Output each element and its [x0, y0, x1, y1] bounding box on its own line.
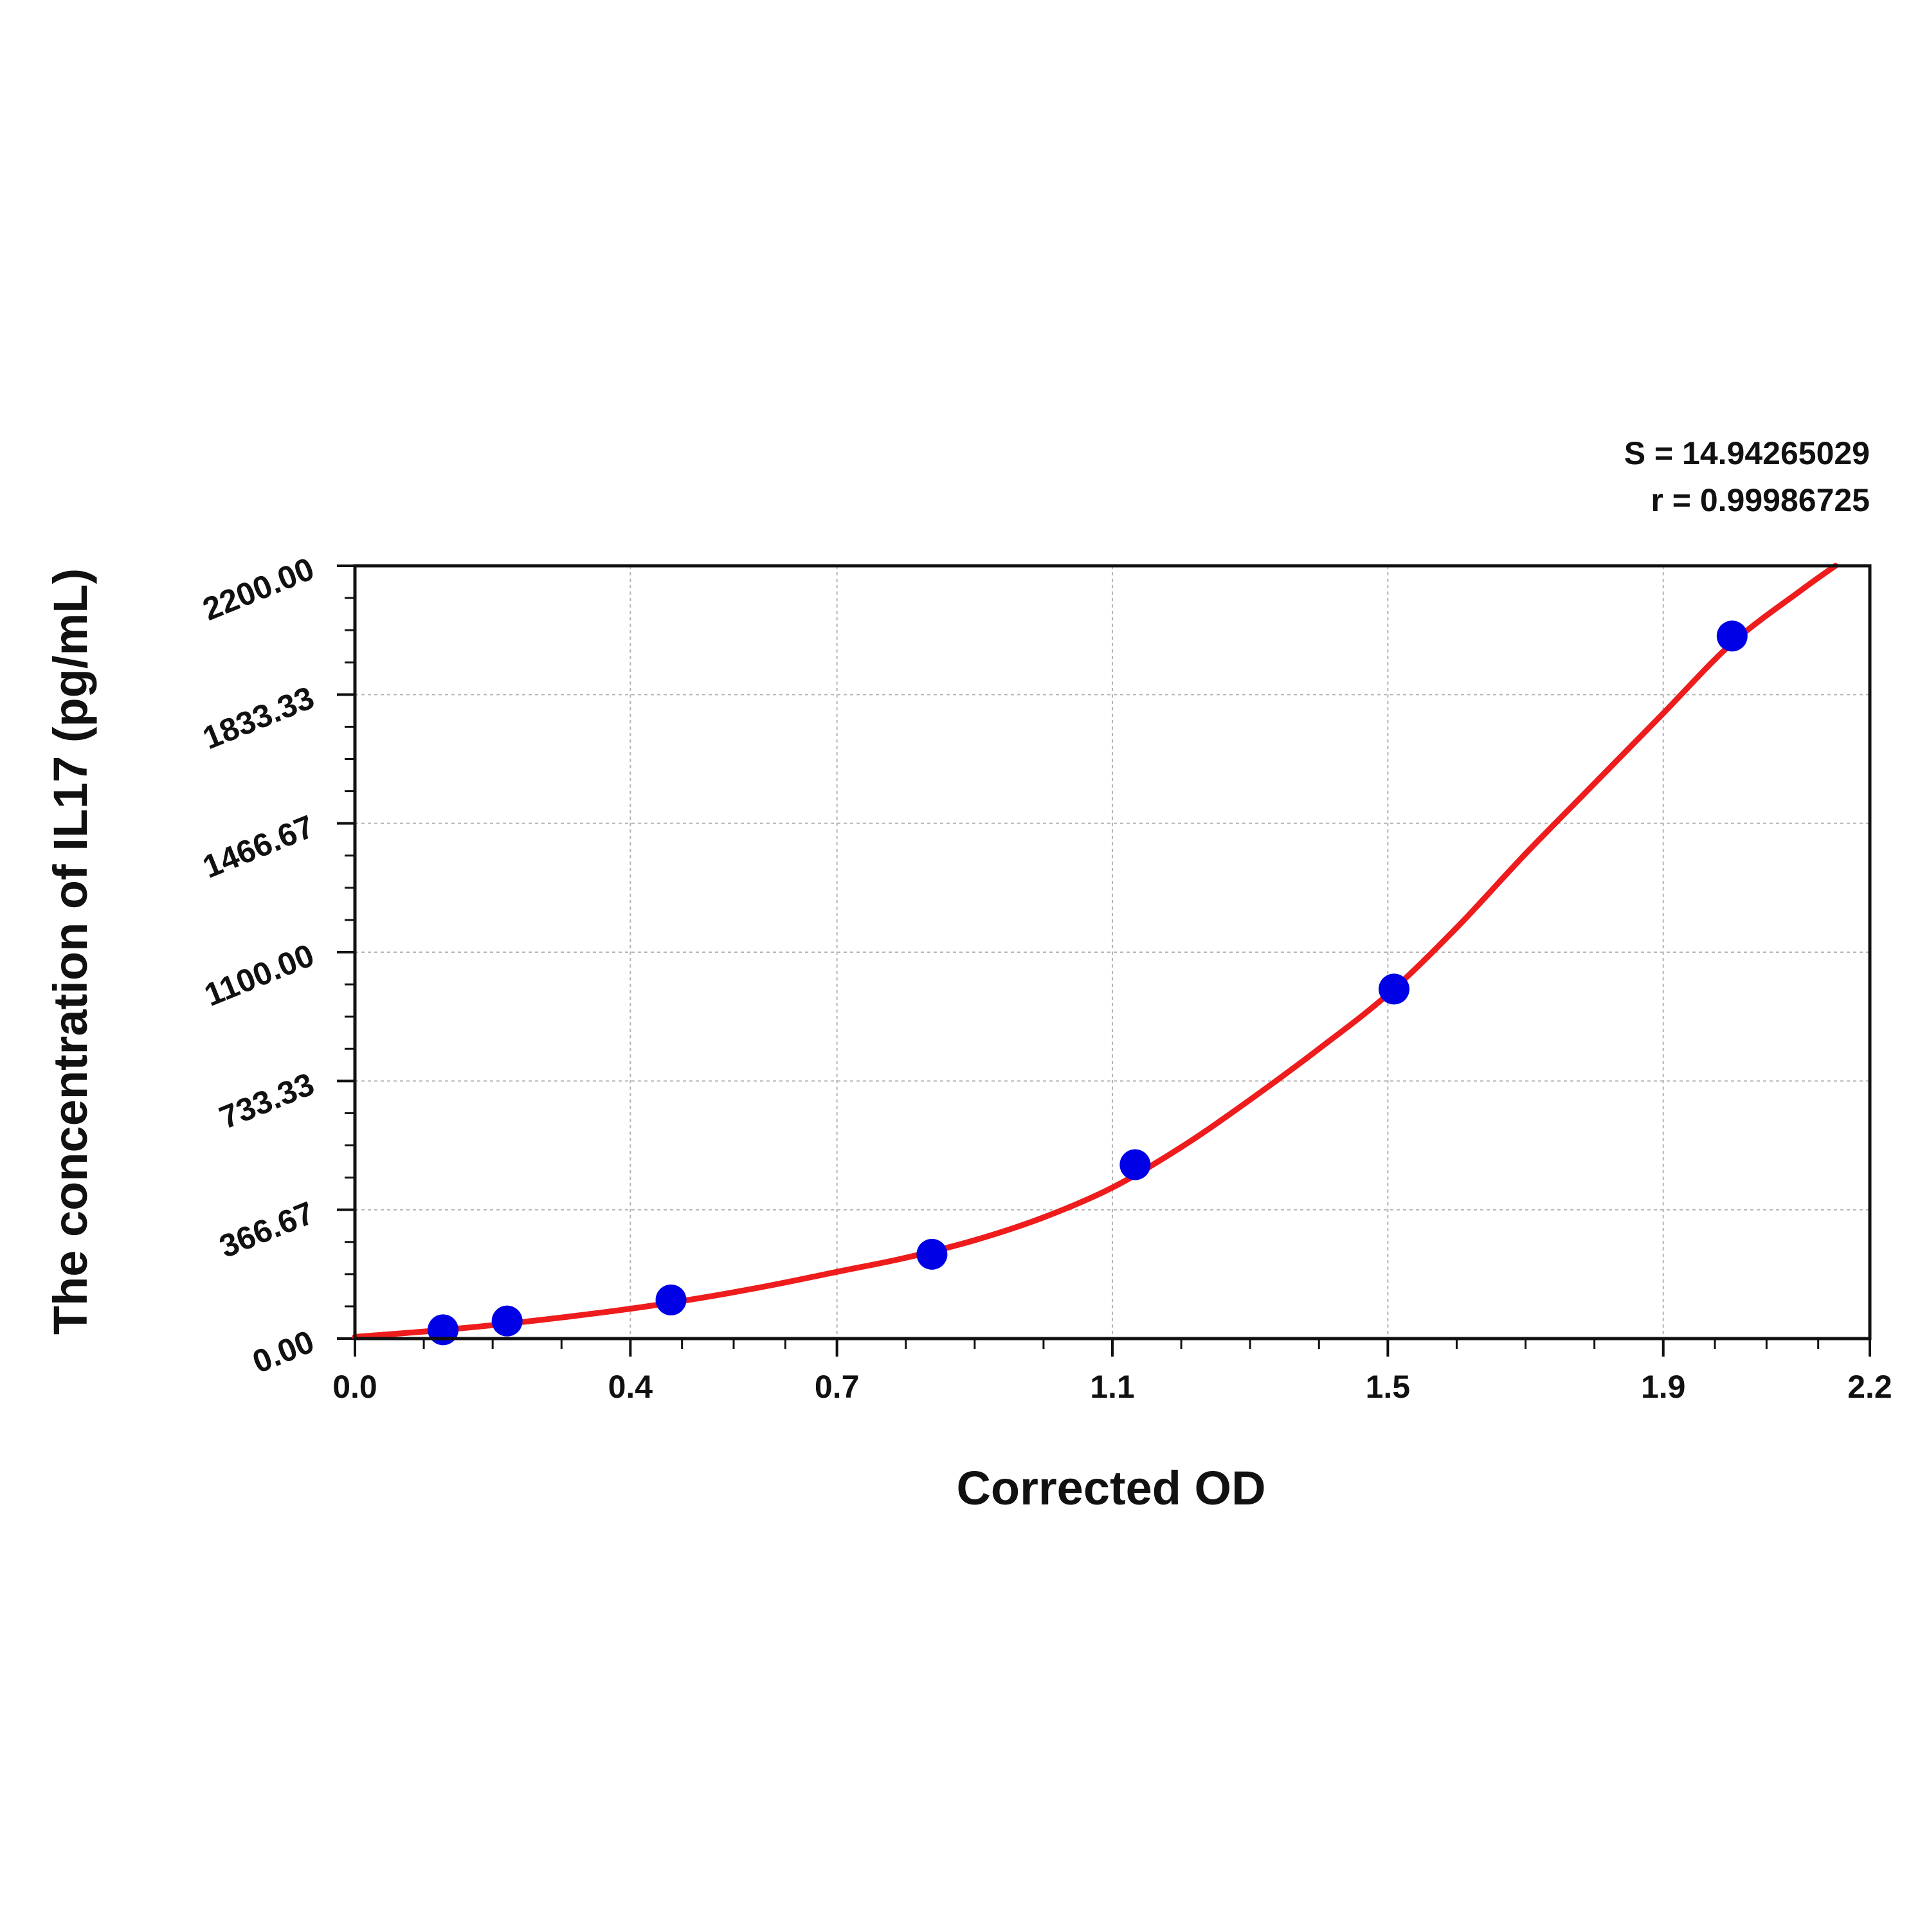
- annotation-r: r = 0.99986725: [1651, 482, 1870, 518]
- y-tick-label: 2200.00: [198, 550, 320, 627]
- y-tick-label: 1466.67: [198, 808, 320, 885]
- y-tick-label: 1833.33: [198, 680, 320, 757]
- x-tick-label: 1.1: [1090, 1369, 1135, 1405]
- fitted-curve-line: [352, 563, 1838, 1340]
- data-point: [916, 1238, 948, 1270]
- x-tick-label: 0.4: [608, 1369, 653, 1405]
- data-point: [1716, 620, 1748, 652]
- y-tick-label: 1100.00: [199, 937, 319, 1013]
- y-tick-label: 366.67: [214, 1195, 319, 1265]
- grid-layer: [355, 566, 1870, 1339]
- y-axis-title: The concentration of IL17 (pg/mL): [44, 568, 97, 1335]
- y-tick-label: 733.33: [214, 1066, 319, 1136]
- data-point: [655, 1284, 687, 1315]
- data-point: [1379, 973, 1410, 1005]
- data-point: [491, 1305, 523, 1337]
- x-axis-title: Corrected OD: [956, 1461, 1265, 1515]
- tick-layer: [337, 564, 1871, 1357]
- y-tick-label: 0.00: [248, 1323, 319, 1380]
- plot-frame: [353, 564, 1872, 1341]
- x-tick-label: 0.0: [332, 1369, 377, 1405]
- point-layer: [428, 620, 1748, 1346]
- curve-layer: [352, 563, 1838, 1340]
- data-point: [1119, 1149, 1151, 1180]
- label-layer: 0.0 0.4 0.7 1.1 1.5 1.9 2.2 0.00 366.67 733.33 110…: [198, 550, 1892, 1405]
- x-tick-label: 0.7: [815, 1369, 860, 1405]
- data-point: [428, 1314, 459, 1346]
- x-tick-label: 1.9: [1641, 1369, 1686, 1405]
- annotation-s: S = 14.94265029: [1624, 435, 1870, 471]
- x-tick-label: 2.2: [1847, 1369, 1892, 1405]
- x-tick-label: 1.5: [1366, 1369, 1411, 1405]
